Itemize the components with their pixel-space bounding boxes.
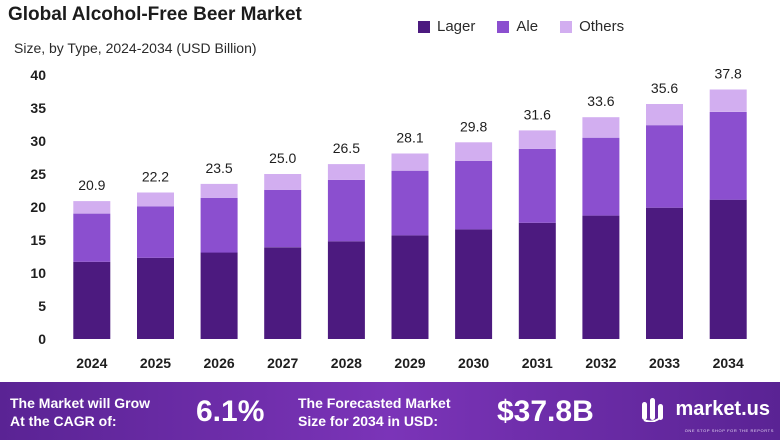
summary-banner: The Market will Grow At the CAGR of: 6.1… bbox=[0, 382, 780, 440]
bar-ale-2026 bbox=[200, 197, 238, 253]
forecast-caption-line2: Size for 2034 in USD: bbox=[298, 413, 439, 429]
bar-others-2033 bbox=[646, 104, 683, 126]
bar-others-2030 bbox=[455, 142, 493, 161]
cagr-caption-line2: At the CAGR of: bbox=[10, 413, 117, 429]
bar-ale-2029 bbox=[391, 170, 429, 236]
bar-others-2034 bbox=[709, 89, 747, 112]
total-label-2024: 20.9 bbox=[78, 177, 105, 193]
legend-item-others: Others bbox=[560, 18, 624, 35]
y-tick-label-25: 25 bbox=[30, 166, 46, 182]
cagr-caption: The Market will Grow At the CAGR of: bbox=[10, 394, 150, 430]
total-label-2025: 22.2 bbox=[142, 168, 169, 184]
x-tick-label-2032: 2032 bbox=[585, 355, 616, 371]
x-tick-label-2030: 2030 bbox=[458, 355, 489, 371]
cagr-caption-line1: The Market will Grow bbox=[10, 395, 151, 411]
legend-item-lager: Lager bbox=[418, 18, 475, 35]
forecast-value: $37.8B bbox=[497, 395, 594, 428]
bar-ale-2031 bbox=[518, 148, 556, 223]
legend-item-ale: Ale bbox=[497, 18, 538, 35]
total-label-2032: 33.6 bbox=[587, 93, 614, 109]
bar-lager-2030 bbox=[455, 229, 493, 339]
bar-others-2029 bbox=[391, 153, 429, 171]
total-label-2033: 35.6 bbox=[651, 80, 678, 96]
x-tick-label-2034: 2034 bbox=[713, 355, 744, 371]
total-label-2034: 37.8 bbox=[715, 66, 742, 82]
y-tick-label-30: 30 bbox=[30, 133, 46, 149]
bar-lager-2027 bbox=[264, 247, 302, 339]
legend-swatch-ale bbox=[497, 20, 510, 33]
bar-ale-2025 bbox=[137, 206, 174, 258]
y-tick-label-0: 0 bbox=[38, 331, 46, 347]
bar-ale-2024 bbox=[73, 213, 111, 262]
bar-ale-2033 bbox=[646, 125, 683, 208]
legend: Lager Ale Others bbox=[418, 18, 624, 35]
total-label-2027: 25.0 bbox=[269, 150, 296, 166]
chart-subtitle: Size, by Type, 2024-2034 (USD Billion) bbox=[14, 40, 257, 56]
stacked-bar-chart: 051015202530354020.9202422.2202523.52026… bbox=[30, 66, 747, 371]
bar-lager-2024 bbox=[73, 261, 111, 339]
y-tick-label-5: 5 bbox=[38, 298, 46, 314]
bar-lager-2034 bbox=[709, 199, 747, 339]
y-tick-label-10: 10 bbox=[30, 265, 46, 281]
x-tick-label-2029: 2029 bbox=[394, 355, 425, 371]
bar-lager-2029 bbox=[391, 235, 429, 339]
y-tick-label-20: 20 bbox=[30, 199, 46, 215]
brand-name: market.us bbox=[675, 397, 771, 420]
x-tick-label-2027: 2027 bbox=[267, 355, 298, 371]
bar-ale-2030 bbox=[455, 160, 493, 230]
bar-lager-2028 bbox=[327, 241, 365, 339]
x-tick-label-2028: 2028 bbox=[331, 355, 362, 371]
legend-label-others: Others bbox=[579, 18, 625, 35]
market-us-logo-icon bbox=[641, 398, 663, 422]
total-label-2030: 29.8 bbox=[460, 118, 487, 134]
bar-ale-2028 bbox=[327, 179, 365, 242]
bar-ale-2027 bbox=[264, 189, 302, 248]
total-label-2026: 23.5 bbox=[205, 160, 232, 176]
bar-lager-2031 bbox=[518, 222, 556, 339]
bar-ale-2032 bbox=[582, 137, 620, 216]
x-tick-label-2024: 2024 bbox=[76, 355, 107, 371]
brand: market.us bbox=[640, 396, 771, 422]
y-tick-label-15: 15 bbox=[30, 232, 46, 248]
bar-lager-2025 bbox=[137, 257, 174, 339]
x-tick-label-2025: 2025 bbox=[140, 355, 171, 371]
forecast-caption-line1: The Forecasted Market bbox=[298, 395, 451, 411]
bar-lager-2026 bbox=[200, 252, 238, 339]
y-tick-label-40: 40 bbox=[30, 67, 46, 83]
bar-others-2028 bbox=[327, 164, 365, 180]
bar-others-2027 bbox=[264, 174, 302, 190]
x-tick-label-2033: 2033 bbox=[649, 355, 680, 371]
bar-others-2025 bbox=[137, 192, 174, 207]
bar-others-2026 bbox=[200, 183, 238, 198]
legend-label-ale: Ale bbox=[516, 18, 539, 35]
chart-title: Global Alcohol-Free Beer Market bbox=[8, 4, 302, 25]
x-tick-label-2031: 2031 bbox=[522, 355, 553, 371]
total-label-2031: 31.6 bbox=[524, 106, 551, 122]
total-label-2028: 26.5 bbox=[333, 140, 360, 156]
bar-lager-2032 bbox=[582, 215, 620, 339]
forecast-caption: The Forecasted Market Size for 2034 in U… bbox=[298, 394, 451, 430]
legend-swatch-lager bbox=[418, 20, 430, 33]
x-tick-label-2026: 2026 bbox=[204, 355, 235, 371]
brand-tagline: ONE STOP SHOP FOR THE REPORTS bbox=[684, 428, 774, 433]
bar-others-2032 bbox=[582, 117, 620, 138]
y-tick-label-35: 35 bbox=[30, 100, 46, 116]
bar-ale-2034 bbox=[709, 112, 747, 200]
cagr-value: 6.1% bbox=[196, 395, 265, 428]
bar-others-2024 bbox=[73, 201, 111, 214]
total-label-2029: 28.1 bbox=[396, 130, 423, 146]
bar-lager-2033 bbox=[646, 207, 683, 339]
legend-label-lager: Lager bbox=[437, 18, 476, 35]
legend-swatch-others bbox=[560, 20, 573, 33]
bar-others-2031 bbox=[518, 130, 556, 149]
